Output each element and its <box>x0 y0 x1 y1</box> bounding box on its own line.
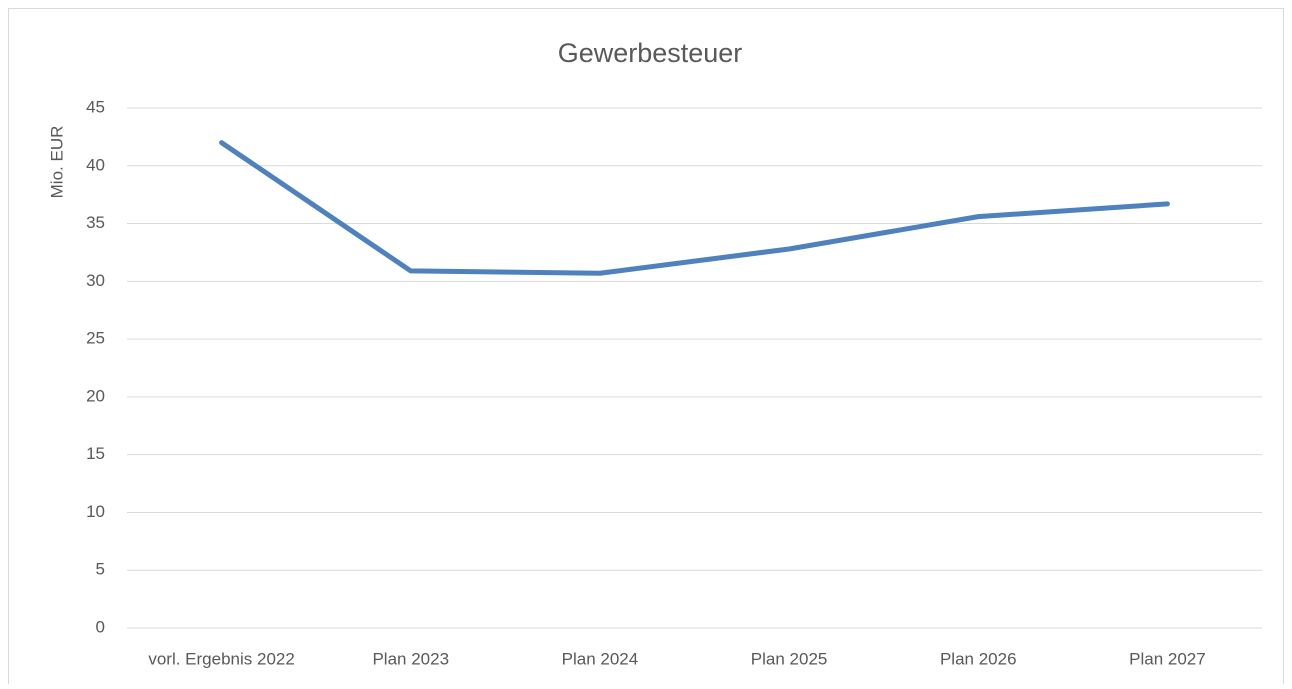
y-tick-label: 5 <box>96 560 105 579</box>
y-tick-label: 30 <box>86 271 105 290</box>
x-tick-label: Plan 2027 <box>1129 649 1206 668</box>
y-tick-label: 35 <box>86 213 105 232</box>
x-tick-label: Plan 2025 <box>751 649 828 668</box>
chart-title: Gewerbesteuer <box>558 38 743 68</box>
y-tick-label: 40 <box>86 155 105 174</box>
x-tick-label: Plan 2024 <box>562 649 639 668</box>
x-tick-label: Plan 2023 <box>372 649 449 668</box>
y-tick-label: 20 <box>86 386 105 405</box>
y-axis-label: Mio. EUR <box>47 126 66 199</box>
x-tick-label: vorl. Ergebnis 2022 <box>148 649 294 668</box>
y-tick-label: 0 <box>96 617 105 636</box>
y-tick-label: 45 <box>86 97 105 116</box>
x-tick-label: Plan 2026 <box>940 649 1017 668</box>
y-tick-label: 10 <box>86 502 105 521</box>
chart-frame <box>8 8 1284 689</box>
y-tick-label: 25 <box>86 329 105 348</box>
y-tick-label: 15 <box>86 444 105 463</box>
line-series <box>219 140 1170 276</box>
